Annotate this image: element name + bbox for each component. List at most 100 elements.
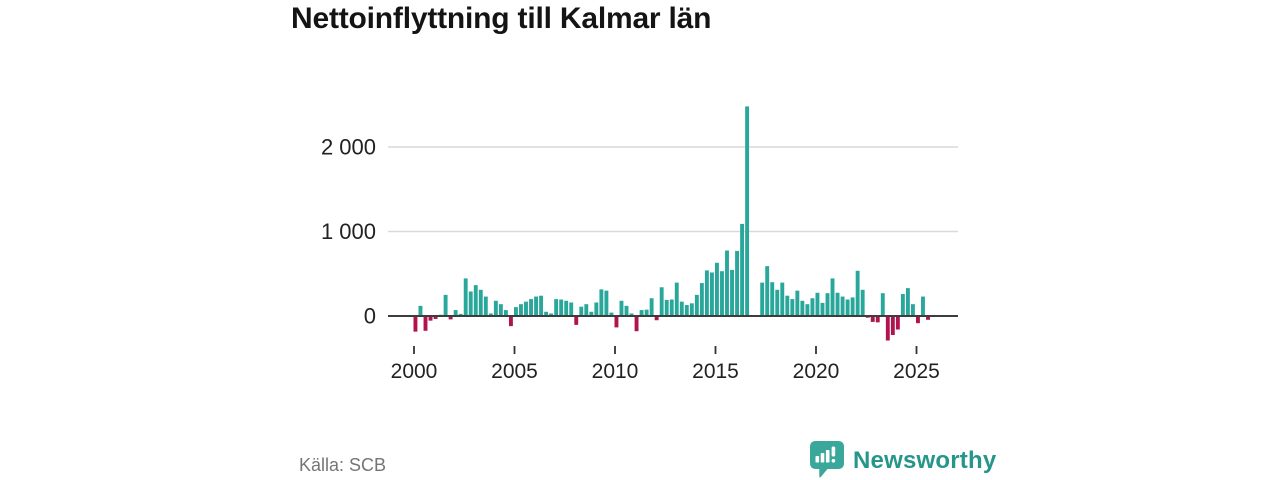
- newsworthy-wordmark: Newsworthy: [853, 447, 997, 474]
- bar-positive: [554, 299, 559, 316]
- bar-positive: [644, 309, 649, 316]
- x-tick-label: 2010: [592, 360, 639, 383]
- bar-positive: [815, 292, 820, 316]
- bar-negative: [895, 316, 900, 330]
- bar-positive: [770, 282, 775, 316]
- bar-negative: [885, 316, 890, 341]
- bar-positive: [549, 313, 554, 316]
- bar-positive: [443, 294, 448, 317]
- bar-positive: [624, 305, 629, 316]
- bar-positive: [760, 282, 765, 316]
- bar-positive: [609, 312, 614, 316]
- bar-positive: [458, 313, 463, 316]
- newsworthy-logo[interactable]: Newsworthy: [810, 441, 996, 480]
- bar-positive: [825, 293, 830, 317]
- bar-positive: [840, 296, 845, 316]
- bar-negative: [875, 316, 880, 323]
- bar-positive: [765, 266, 770, 316]
- x-tick-label: 2000: [391, 360, 438, 383]
- x-tick-label: 2020: [793, 360, 840, 383]
- bar-positive: [524, 301, 528, 316]
- bar-positive: [594, 302, 599, 316]
- chart-title: Nettoinflyttning till Kalmar län: [291, 2, 712, 35]
- net-migration-bar-chart: 0 1 000 2 000 2000 2005 2010 2015 2020 2025: [321, 106, 958, 383]
- bar-positive: [679, 301, 684, 316]
- bar-positive: [418, 305, 423, 316]
- bar-positive: [473, 285, 478, 316]
- bar-positive: [795, 290, 800, 316]
- bar-positive: [820, 302, 825, 316]
- bar-negative: [423, 316, 428, 331]
- bar-positive: [669, 299, 674, 316]
- bar-positive: [503, 310, 508, 316]
- bar-positive: [745, 106, 750, 316]
- x-tick-label: 2015: [692, 360, 739, 383]
- bar-negative: [916, 316, 920, 324]
- bar-negative: [433, 316, 438, 319]
- bar-positive: [921, 296, 925, 316]
- bar-negative: [428, 316, 433, 321]
- bar-negative: [448, 316, 453, 320]
- bar-negative: [890, 316, 895, 336]
- x-tick-label: 2025: [893, 360, 940, 383]
- bar-positive: [493, 300, 498, 316]
- bar-negative: [870, 316, 875, 322]
- bar-negative: [574, 316, 579, 325]
- bar-positive: [498, 304, 503, 316]
- bar-positive: [569, 302, 574, 316]
- bar-negative: [413, 316, 418, 332]
- bar-positive: [659, 287, 664, 316]
- bar-positive: [785, 295, 790, 316]
- bar-positive: [780, 282, 785, 316]
- bar-negative: [634, 316, 639, 332]
- bar-positive: [674, 282, 679, 316]
- bar-positive: [544, 311, 549, 316]
- bar-positive: [664, 299, 669, 316]
- bar-positive: [619, 300, 624, 316]
- source-text: Källa: SCB: [299, 455, 387, 475]
- bar-positive: [880, 293, 885, 317]
- bar-positive: [730, 269, 734, 316]
- bar-positive: [584, 304, 589, 316]
- bar-positive: [639, 310, 644, 316]
- bar-positive: [483, 296, 488, 316]
- bar-positive: [559, 299, 564, 316]
- bar-positive: [589, 311, 594, 316]
- bar-positive: [800, 300, 805, 316]
- bar-positive: [810, 298, 815, 316]
- bar-positive: [905, 288, 910, 317]
- bar-positive: [478, 289, 483, 317]
- bar-positive: [720, 271, 724, 316]
- bar-negative: [614, 316, 619, 328]
- bar-positive: [860, 289, 865, 317]
- bar-positive: [488, 313, 493, 316]
- bar-positive: [775, 289, 780, 317]
- bar-positive: [629, 313, 634, 316]
- y-tick-label: 0: [364, 304, 376, 329]
- bar-positive: [564, 300, 569, 316]
- bar-positive: [850, 297, 855, 316]
- y-tick-label: 2 000: [321, 135, 376, 160]
- bar-positive: [830, 278, 835, 316]
- bar-positive: [649, 298, 654, 316]
- bar-positive: [579, 306, 584, 316]
- bar-positive: [735, 250, 739, 316]
- bar-positive: [539, 295, 544, 316]
- x-tick-label: 2005: [491, 360, 538, 383]
- bar-positive: [468, 291, 473, 317]
- newsworthy-pin-barchart-icon: [810, 441, 844, 478]
- bar-positive: [529, 299, 533, 316]
- bar-positive: [694, 294, 699, 317]
- bar-positive: [790, 299, 795, 316]
- bar-positive: [519, 304, 523, 316]
- bar-negative: [654, 316, 659, 321]
- bar-positive: [599, 289, 604, 316]
- y-tick-label: 1 000: [321, 219, 376, 244]
- bar-positive: [900, 294, 905, 316]
- bar-positive: [740, 223, 745, 316]
- bar-positive: [709, 272, 714, 316]
- bar-negative: [926, 316, 930, 320]
- bar-negative: [508, 316, 513, 327]
- bar-positive: [910, 304, 915, 316]
